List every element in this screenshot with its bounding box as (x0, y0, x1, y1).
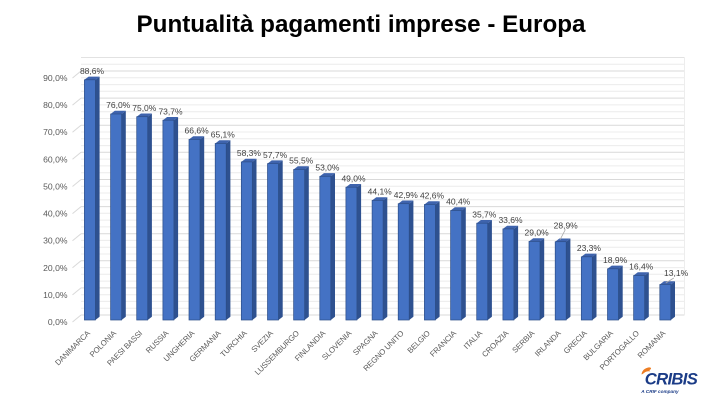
svg-text:49,0%: 49,0% (341, 173, 366, 183)
svg-text:30,0%: 30,0% (43, 236, 68, 246)
svg-text:40,0%: 40,0% (43, 209, 68, 219)
svg-text:50,0%: 50,0% (43, 182, 68, 192)
svg-text:35,7%: 35,7% (472, 209, 497, 219)
svg-text:20,0%: 20,0% (43, 263, 68, 273)
svg-text:A CRIF company: A CRIF company (640, 389, 679, 394)
svg-text:65,1%: 65,1% (211, 130, 236, 140)
svg-text:28,9%: 28,9% (554, 221, 579, 231)
svg-text:90,0%: 90,0% (43, 73, 68, 83)
svg-text:23,3%: 23,3% (577, 243, 602, 253)
svg-text:16,4%: 16,4% (629, 262, 654, 272)
svg-text:73,7%: 73,7% (158, 106, 183, 116)
svg-text:58,3%: 58,3% (237, 148, 262, 158)
svg-text:80,0%: 80,0% (43, 100, 68, 110)
svg-text:29,0%: 29,0% (525, 228, 550, 238)
svg-text:53,0%: 53,0% (315, 163, 340, 173)
svg-text:70,0%: 70,0% (43, 127, 68, 137)
svg-text:10,0%: 10,0% (43, 290, 68, 300)
svg-text:42,9%: 42,9% (394, 190, 419, 200)
svg-text:76,0%: 76,0% (106, 100, 131, 110)
svg-text:CRIBIS: CRIBIS (645, 369, 699, 388)
svg-text:88,6%: 88,6% (80, 66, 105, 76)
svg-text:55,5%: 55,5% (289, 156, 314, 166)
svg-text:66,6%: 66,6% (185, 126, 210, 136)
svg-text:75,0%: 75,0% (132, 103, 157, 113)
svg-text:0,0%: 0,0% (48, 317, 68, 327)
svg-text:57,7%: 57,7% (263, 150, 288, 160)
svg-text:18,9%: 18,9% (603, 255, 628, 265)
svg-text:42,6%: 42,6% (420, 191, 445, 201)
svg-text:Puntualità pagamenti imprese -: Puntualità pagamenti imprese - Europa (137, 11, 586, 38)
svg-text:33,6%: 33,6% (498, 215, 523, 225)
svg-text:40,4%: 40,4% (446, 197, 471, 207)
svg-text:13,1%: 13,1% (664, 268, 689, 278)
svg-text:44,1%: 44,1% (368, 187, 393, 197)
svg-text:60,0%: 60,0% (43, 154, 68, 164)
